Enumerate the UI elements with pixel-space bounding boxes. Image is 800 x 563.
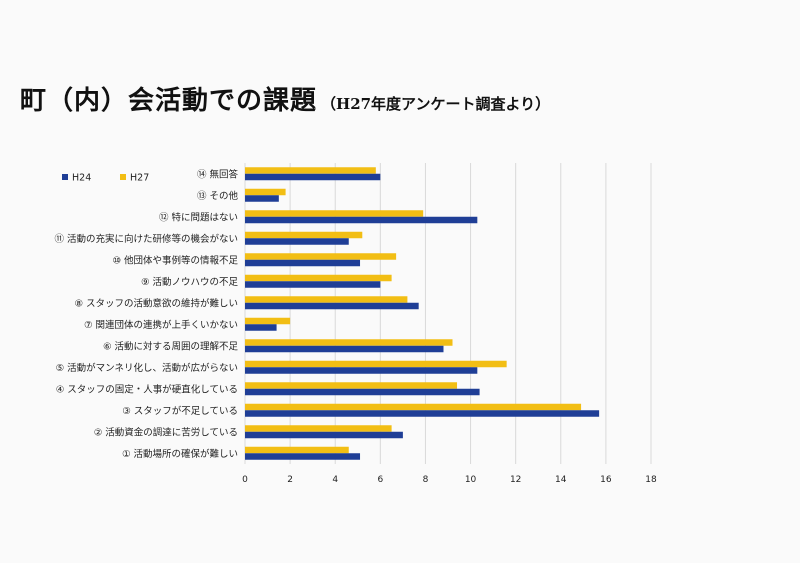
bar-h24 — [245, 388, 480, 396]
bar-h27 — [245, 253, 397, 260]
category-label: ⑧ スタッフの活動意欲の維持が難しい — [74, 297, 238, 309]
legend-swatch — [62, 174, 68, 180]
bars — [245, 167, 600, 460]
page-subtitle: （H27年度アンケート調査より） — [321, 95, 551, 113]
category-label: ① 活動場所の確保が難しい — [122, 448, 238, 460]
bar-h24 — [245, 367, 478, 374]
bar-h24 — [245, 431, 403, 439]
bar-h27 — [245, 274, 392, 282]
bar-h27 — [245, 167, 376, 174]
x-tick-label: 12 — [510, 475, 521, 485]
bar-h27 — [245, 317, 291, 325]
bar-h24 — [245, 173, 381, 181]
bar-h24 — [245, 281, 381, 288]
bar-h27 — [245, 210, 424, 217]
bar-h27 — [245, 360, 507, 368]
bar-h24 — [245, 259, 361, 267]
category-label: ⑤ 活動がマンネリ化し、活動が広がらない — [56, 362, 238, 374]
bar-h27 — [245, 403, 582, 411]
category-label: ③ スタッフが不足している — [122, 405, 238, 417]
category-label: ④ スタッフの固定・人事が硬直化している — [56, 383, 238, 395]
category-label: ⑥ 活動に対する周囲の理解不足 — [103, 340, 239, 352]
page-title-text: 町（内）会活動での課題 — [20, 86, 318, 116]
category-label: ⑨ 活動ノウハウの不足 — [141, 276, 239, 288]
bar-h24 — [245, 453, 361, 460]
x-tick-label: 10 — [465, 475, 477, 485]
bar-h27 — [245, 188, 286, 196]
grid-lines — [244, 163, 652, 464]
x-tick-label: 16 — [600, 475, 612, 485]
legend: H24 H27 — [62, 173, 149, 184]
category-label: ⑩ 他団体や事例等の情報不足 — [112, 254, 238, 266]
x-tick-label: 6 — [377, 475, 383, 485]
bar-h24 — [245, 195, 279, 202]
category-label: ⑪ 活動の充実に向けた研修等の機会がない — [54, 233, 238, 245]
bar-h24 — [245, 324, 277, 331]
category-labels: ⑭ 無回答 ⑬ その他 ⑫ 特に問題はない ⑪ 活動の充実に向けた研修等の機会がない ⑩… — [54, 168, 238, 460]
x-tick-label: 0 — [242, 475, 248, 485]
category-label: ⑫ 特に問題はない — [159, 211, 238, 223]
category-label: ⑬ その他 — [197, 190, 239, 202]
page-title: 町（内）会活動での課題 （H27年度アンケート調査より） — [20, 80, 550, 117]
x-tick-label: 14 — [555, 475, 567, 485]
bar-h27 — [245, 339, 453, 346]
bar-h27 — [245, 446, 349, 454]
bar-h24 — [245, 345, 444, 353]
bar-h24 — [245, 410, 600, 417]
x-tick-labels: 0 2 4 6 8 10 12 14 16 18 — [242, 475, 657, 485]
bar-h27 — [245, 296, 408, 303]
x-tick-label: 8 — [423, 475, 429, 485]
category-label: ⑦ 関連団体の連携が上手くいかない — [84, 319, 238, 331]
legend-label: H27 — [130, 173, 149, 184]
bar-h27 — [245, 231, 363, 239]
legend-swatch — [120, 174, 126, 180]
bar-h27 — [245, 382, 458, 389]
x-tick-label: 2 — [287, 475, 293, 485]
bar-h24 — [245, 216, 478, 224]
category-label: ⑭ 無回答 — [197, 168, 239, 180]
bar-h27 — [245, 425, 392, 432]
x-tick-label: 4 — [332, 475, 338, 485]
bar-h24 — [245, 302, 419, 310]
category-label: ② 活動資金の調達に苦労している — [94, 426, 238, 438]
legend-label: H24 — [72, 173, 91, 184]
x-tick-label: 18 — [645, 475, 657, 485]
bar-h24 — [245, 238, 349, 245]
